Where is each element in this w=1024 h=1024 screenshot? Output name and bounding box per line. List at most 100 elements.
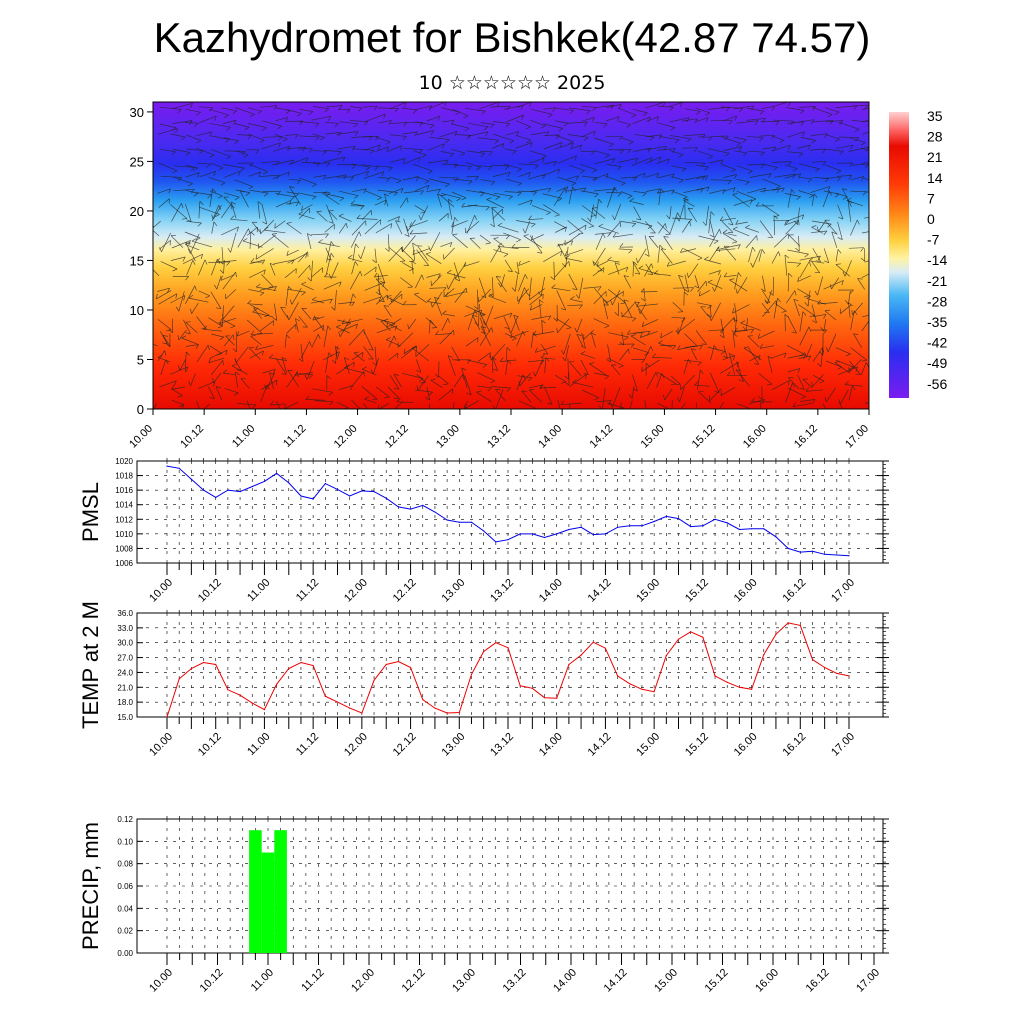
wind-barb-flag [720,159,724,165]
wind-barb-flag [839,120,843,125]
precip-bar [261,852,275,953]
wind-barb [656,373,663,388]
wind-barb [619,220,636,224]
wind-barb-flag [518,260,521,266]
wind-barb [425,253,442,264]
wind-barb [330,262,339,279]
wind-barb-flag [709,315,712,321]
wind-barb-flag [339,281,342,287]
wind-barb-flag [788,273,793,277]
wind-barb [838,136,859,139]
wind-barb [671,400,673,409]
wind-barb-flag [249,415,254,417]
wind-barb-flag [823,230,828,236]
wind-barb-flag [672,345,676,350]
wind-barb-flag [867,123,869,126]
wind-barb-flag [804,302,809,307]
wind-barb [348,257,363,263]
wind-barb [426,273,441,278]
wind-barb-flag [352,164,356,169]
data-point [166,716,168,718]
wind-barb [720,217,737,221]
wind-barb [710,302,722,321]
wind-barb-flag [255,283,261,288]
wind-barb [544,161,557,165]
wind-barb-flag [492,368,498,372]
wind-barb-flag [338,331,341,337]
wind-barb-flag [298,211,304,215]
wind-barb-flag [224,114,229,118]
wind-barb [557,318,570,334]
wind-barb [848,359,862,373]
wind-barb-flag [666,214,670,220]
wind-barb [493,171,511,177]
wind-barb-flag [873,130,875,135]
wind-barb-flag [412,346,418,349]
wind-barb [860,147,869,152]
colorbar-label: -28 [927,293,947,309]
wind-barb [773,215,776,236]
wind-barb-flag [690,287,694,292]
wind-barb [683,359,689,375]
wind-barb-flag [824,309,830,312]
wind-barb-flag [783,352,787,358]
wind-barb [708,329,725,332]
wind-barb [723,232,737,237]
wind-barb-flag [874,154,878,157]
wind-barb-flag [230,325,236,329]
wind-barb-flag [676,410,677,415]
wind-barb [735,369,750,387]
wind-barb [323,156,346,163]
wind-barb-flag [528,294,531,300]
wind-barb-flag [803,295,809,298]
data-point [738,686,741,688]
wind-barb-flag [559,142,563,148]
wind-barb-flag [521,114,524,120]
wind-barb [408,318,417,330]
wind-barb [324,224,335,233]
wind-barb-flag [729,353,735,357]
wind-barb [656,189,675,194]
wind-barb-flag [554,214,560,217]
wind-barb-flag [318,239,323,243]
wind-barb-flag [839,151,844,155]
wind-barb [824,310,837,321]
wind-barb [388,352,399,361]
wind-barb-flag [694,285,700,289]
wind-barb [644,400,647,409]
data-point [824,666,826,669]
wind-barb-flag [394,374,400,376]
wind-barb [758,373,773,385]
wind-barb [684,198,686,219]
wind-barb-flag [516,239,521,243]
data-point [336,701,339,703]
x-tick-label: 17.00 [854,967,882,995]
data-point [531,533,534,535]
wind-barb [363,171,385,179]
wind-barb-flag [503,253,509,257]
wind-barb [630,335,646,346]
wind-barb-flag [800,121,805,126]
wind-barb-flag [623,336,629,341]
wind-barb-flag [214,284,218,290]
wind-barb-flag [459,418,462,422]
wind-barb [373,358,379,375]
wind-barb-flag [215,213,220,218]
wind-barb-flag [188,380,192,386]
wind-barb-flag [705,175,708,181]
wind-barb [683,187,704,194]
wind-barb-flag [309,265,311,271]
wind-barb-flag [873,193,877,197]
wind-barb-flag [640,297,646,302]
wind-barb [157,357,170,363]
wind-barb [259,105,278,108]
wind-barb [798,235,800,252]
wind-barb-flag [742,152,748,157]
wind-barb-flag [308,148,313,153]
wind-barb-flag [708,155,713,159]
wind-barb [811,304,817,323]
wind-barb [198,381,216,389]
wind-barb-flag [297,372,299,378]
wind-barb [403,218,410,237]
